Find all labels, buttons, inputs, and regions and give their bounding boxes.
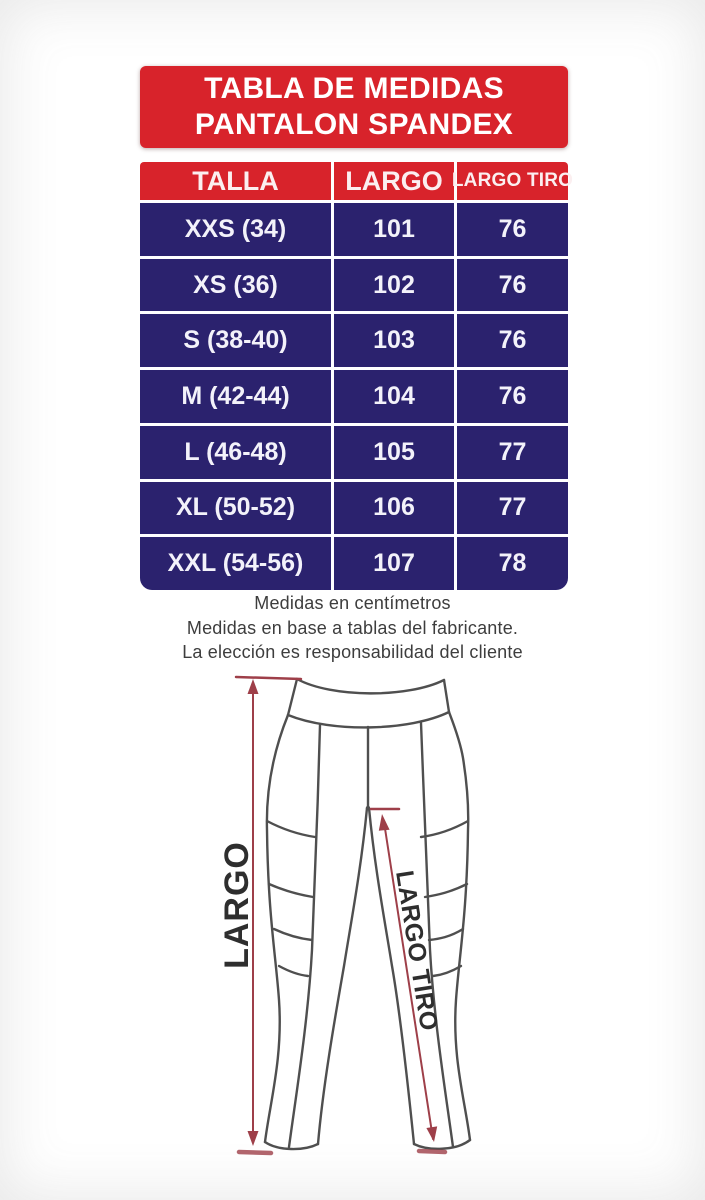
cell-largo: 106 [334,481,454,535]
note-manufacturer: Medidas en base a tablas del fabricante. [186,617,519,638]
largo-arrow [234,675,303,1156]
cell-largo: 102 [334,258,454,312]
cell-largo-tiro: 76 [457,258,568,312]
cell-largo: 101 [334,203,454,256]
cell-largo-tiro: 76 [457,370,568,423]
cell-talla: S (38-40) [140,314,331,368]
size-table: TALLA LARGO LARGO TIRO XXS (34) 101 76 X… [140,162,573,590]
cell-talla: M (42-44) [140,370,331,423]
cell-largo-tiro: 76 [457,203,568,256]
cell-talla: L (46-48) [140,425,331,479]
pants-outline [263,677,472,1151]
cell-largo-tiro: 78 [457,537,568,590]
chart-title-line2: PANTALON SPANDEX [194,108,514,141]
cell-largo-tiro: 77 [457,425,568,479]
note-disclaimer: La elección es responsabilidad del clien… [182,642,523,662]
notes-block: Medidas en centímetros Medidas en base a… [0,591,705,665]
cell-talla: XL (50-52) [140,481,331,535]
column-header-largo: LARGO [334,162,454,200]
largo-tiro-arrow [369,807,448,1155]
cell-largo: 104 [334,370,454,423]
column-header-largo-tiro: LARGO TIRO [452,162,573,200]
chart-title: TABLA DE MEDIDAS PANTALON SPANDEX [140,66,568,148]
cell-largo: 105 [334,425,454,479]
cell-largo: 107 [334,537,454,590]
largo-label: LARGO [218,841,256,969]
cell-talla: XXS (34) [140,203,331,256]
chart-title-line1: TABLA DE MEDIDAS [204,72,504,105]
column-header-talla: TALLA [140,162,331,200]
cell-largo-tiro: 76 [457,314,568,368]
cell-talla: XS (36) [140,258,331,312]
cell-largo: 103 [334,314,454,368]
note-units: Medidas en centímetros [254,593,451,613]
cell-largo-tiro: 77 [457,481,568,535]
cell-talla: XXL (54-56) [140,537,331,590]
